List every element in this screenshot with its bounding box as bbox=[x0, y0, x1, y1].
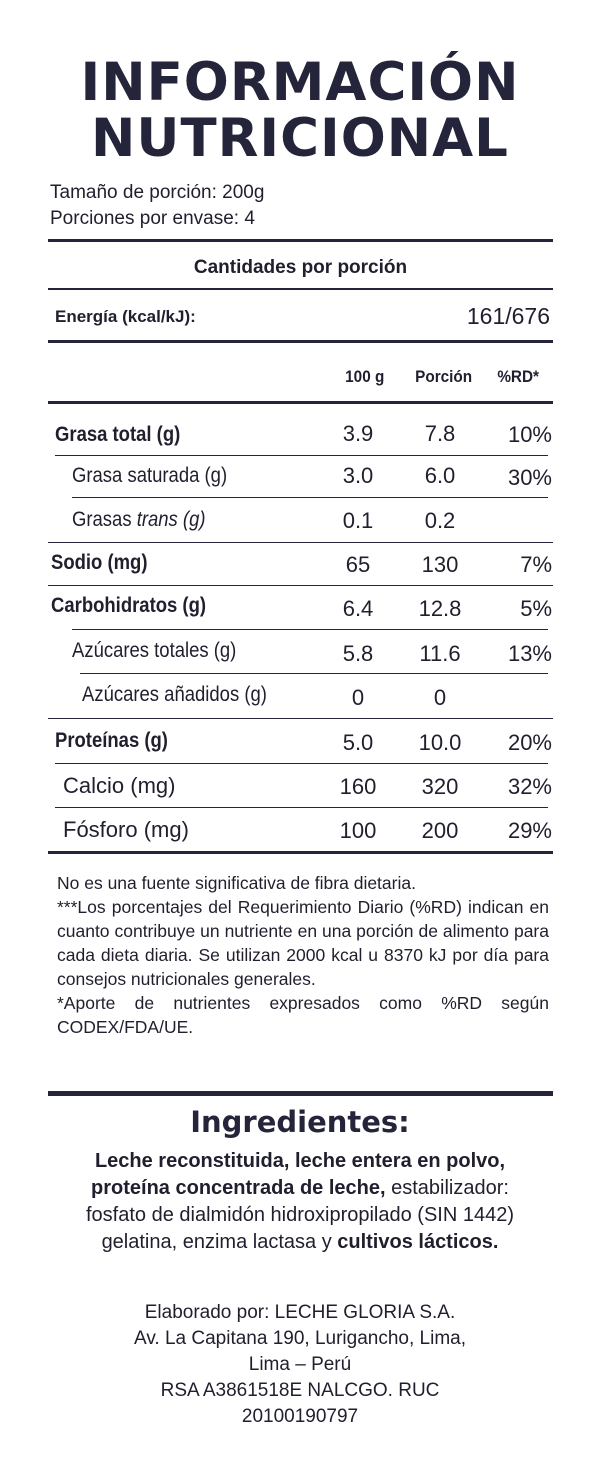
row-divider bbox=[48, 718, 553, 719]
row-divider bbox=[72, 629, 548, 630]
divider-ingredients bbox=[48, 1091, 553, 1096]
nutrient-rd: 30% bbox=[507, 465, 552, 490]
row-divider bbox=[80, 673, 548, 674]
nutrient-label-italic: trans (g) bbox=[136, 508, 206, 531]
producer-line-1: Elaborado por: LECHE GLORIA S.A. bbox=[144, 1302, 456, 1323]
producer-line-3: Lima – Perú bbox=[248, 1354, 352, 1375]
title-line-2: NUTRICIONAL bbox=[91, 108, 509, 169]
note-codex: *Aporte de nutrientes expresados como %R… bbox=[57, 993, 549, 1037]
column-header-portion: Porción bbox=[415, 367, 473, 386]
row-divider bbox=[48, 585, 553, 586]
nutrient-100g: 0.1 bbox=[342, 508, 374, 533]
serving-size: Tamaño de porción: 200g bbox=[50, 182, 265, 203]
nutrient-rd: 20% bbox=[507, 730, 552, 755]
divider-after-energy bbox=[48, 340, 553, 343]
producer-line-5: 20100190797 bbox=[241, 1406, 359, 1427]
nutrient-rd: 5% bbox=[520, 596, 552, 621]
nutrient-portion: 130 bbox=[421, 552, 459, 577]
title-line-1: INFORMACIÓN bbox=[80, 52, 520, 113]
nutrient-portion: 6.0 bbox=[424, 463, 456, 488]
nutrient-rd: 7% bbox=[520, 552, 552, 577]
note-rd: ***Los porcentajes del Requerimiento Dia… bbox=[57, 897, 549, 989]
nutrient-100g: 100 bbox=[339, 818, 377, 843]
nutrient-portion: 10.0 bbox=[418, 730, 462, 755]
nutrient-portion: 7.8 bbox=[424, 421, 456, 446]
nutrient-rd: 29% bbox=[507, 818, 552, 843]
producer-line-2: Av. La Capitana 190, Lurigancho, Lima, bbox=[133, 1328, 467, 1349]
nutrient-label: Grasa total (g) bbox=[55, 423, 181, 446]
nutrient-rd: 10% bbox=[507, 422, 552, 447]
nutrient-label: Proteínas (g) bbox=[55, 729, 168, 752]
row-divider bbox=[55, 807, 548, 808]
footnotes: No es una fuente significativa de fibra … bbox=[57, 871, 549, 1039]
nutrient-label: Fósforo (mg) bbox=[63, 817, 189, 842]
nutrient-100g: 160 bbox=[339, 774, 377, 799]
nutrient-label: Carbohidratos (g) bbox=[51, 594, 207, 617]
ingredients-bold-main: Leche reconstituida, leche entera en pol… bbox=[91, 1150, 506, 1199]
label-title: INFORMACIÓN NUTRICIONAL bbox=[0, 55, 600, 167]
row-divider bbox=[72, 497, 548, 498]
producer-info: Elaborado por: LECHE GLORIA S.A. Av. La … bbox=[60, 1300, 540, 1430]
nutrient-label: Azúcares totales (g) bbox=[72, 639, 237, 662]
energy-value: 161/676 bbox=[466, 303, 550, 329]
nutrient-portion: 200 bbox=[421, 818, 459, 843]
nutrient-100g: 65 bbox=[345, 552, 371, 577]
row-divider bbox=[55, 455, 548, 456]
nutrient-100g: 3.0 bbox=[342, 463, 374, 488]
nutrient-label: Calcio (mg) bbox=[63, 773, 176, 798]
amounts-per-serving-header: Cantidades por porción bbox=[193, 257, 408, 278]
ingredients-regular: estabilizador: fosfato de dialmidón hidr… bbox=[85, 1177, 515, 1253]
nutrient-100g: 5.0 bbox=[342, 730, 374, 755]
nutrient-portion: 0.2 bbox=[424, 508, 456, 533]
nutrient-100g: 5.8 bbox=[342, 641, 374, 666]
ingredients-bold-cultures: cultivos lácticos. bbox=[337, 1231, 499, 1253]
note-fiber: No es una fuente significativa de fibra … bbox=[57, 873, 416, 893]
nutrient-label: Sodio (mg) bbox=[51, 551, 148, 574]
servings-per-container: Porciones por envase: 4 bbox=[50, 208, 255, 229]
nutrient-rd: 32% bbox=[507, 774, 552, 799]
producer-line-4: RSA A3861518E NALCGO. RUC bbox=[160, 1380, 440, 1401]
divider-top bbox=[48, 239, 553, 242]
nutrient-100g: 0 bbox=[351, 685, 365, 710]
ingredients-text: Leche reconstituida, leche entera en pol… bbox=[60, 1148, 540, 1256]
nutrient-portion: 0 bbox=[433, 685, 447, 710]
nutrient-portion: 11.6 bbox=[419, 641, 461, 666]
divider-table-bottom bbox=[48, 851, 553, 854]
divider-after-columns bbox=[48, 401, 553, 404]
divider-after-header bbox=[48, 288, 553, 290]
nutrient-label: Azúcares añadidos (g) bbox=[82, 683, 267, 706]
nutrient-portion: 320 bbox=[421, 774, 459, 799]
nutrient-label-prefix: Grasas bbox=[72, 508, 137, 531]
nutrient-label: Grasa saturada (g) bbox=[72, 464, 228, 487]
column-header-100g: 100 g bbox=[345, 367, 385, 386]
column-header-rd: %RD* bbox=[497, 367, 539, 386]
nutrient-100g: 3.9 bbox=[342, 421, 374, 446]
nutrient-100g: 6.4 bbox=[342, 596, 374, 621]
ingredients-title: Ingredientes: bbox=[190, 1105, 410, 1139]
row-divider bbox=[48, 542, 553, 543]
energy-label: Energía (kcal/kJ): bbox=[55, 307, 196, 326]
row-divider bbox=[55, 763, 548, 764]
nutrient-rd: 13% bbox=[507, 641, 552, 666]
nutrient-label: Grasas trans (g) bbox=[72, 508, 206, 532]
nutrient-portion: 12.8 bbox=[418, 596, 462, 621]
